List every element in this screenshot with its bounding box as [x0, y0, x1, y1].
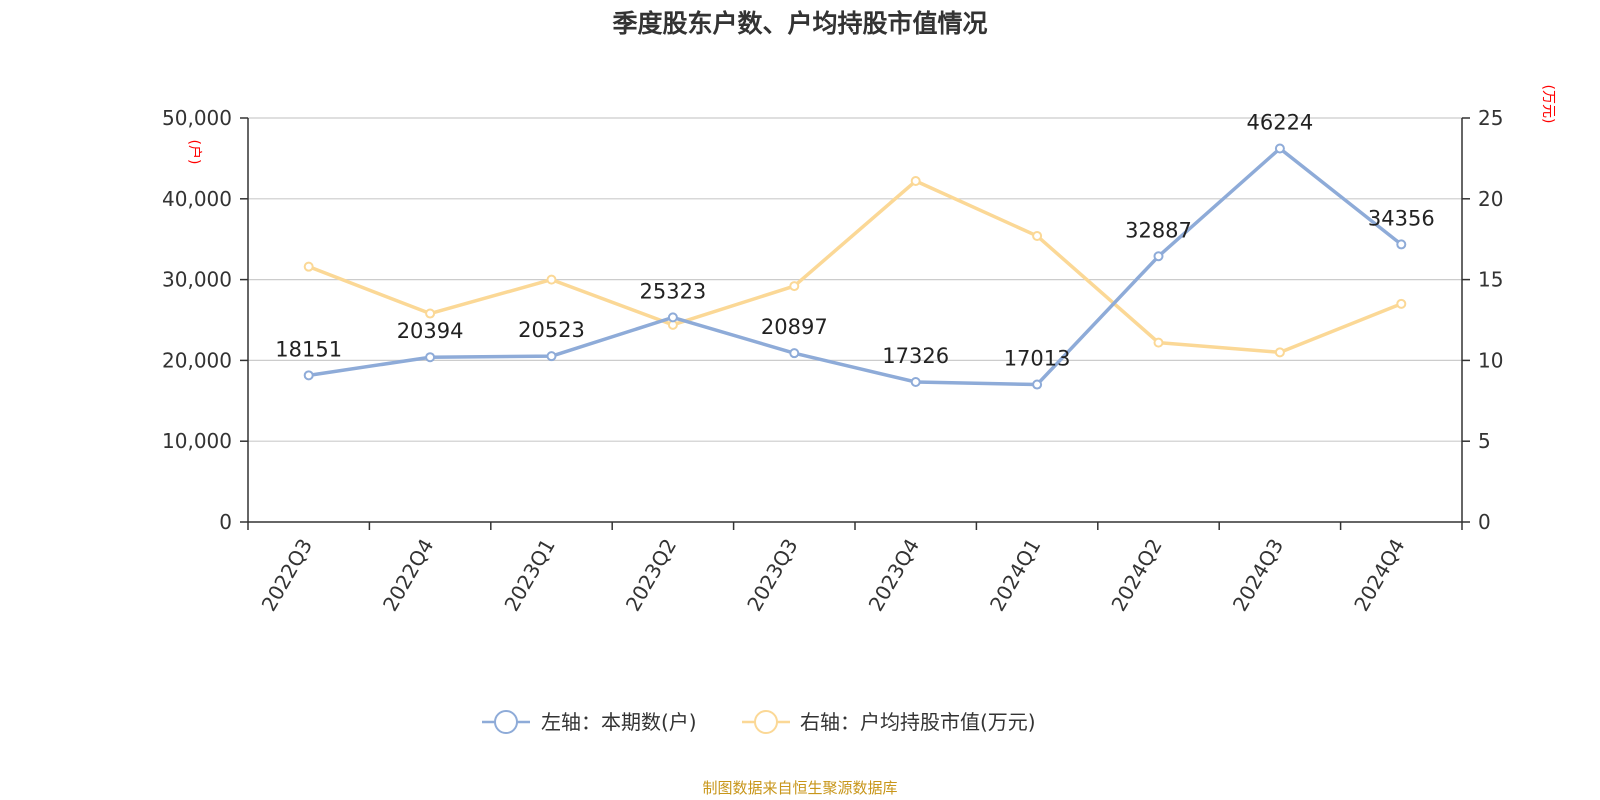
- right-axis-tick-label: 25: [1478, 106, 1503, 130]
- data-label: 18151: [275, 337, 342, 361]
- chart-title: 季度股东户数、户均持股市值情况: [612, 9, 987, 38]
- right-axis-tick-label: 10: [1478, 348, 1503, 372]
- data-point-left: [910, 377, 921, 388]
- legend-item-right[interactable]: 右轴：户均持股市值(万元): [742, 710, 1036, 734]
- legend-marker: [754, 710, 778, 734]
- data-point-right: [1274, 347, 1285, 358]
- x-axis-tick-label: 2023Q1: [499, 535, 559, 616]
- series-line-left: [306, 146, 1404, 387]
- data-point-left: [425, 352, 436, 363]
- x-axis-tick-label: 2023Q2: [621, 535, 681, 616]
- right-axis-unit: (万元): [1540, 85, 1556, 124]
- left-axis-tick-label: 50,000: [162, 106, 232, 130]
- data-point-right: [910, 176, 921, 187]
- legend-label: 右轴：户均持股市值(万元): [800, 710, 1036, 734]
- x-axis-tick-label: 2024Q2: [1106, 535, 1166, 616]
- data-labels: 18151 20394 20523 25323 20897 17326 17013 32887…: [275, 111, 1434, 371]
- data-point-left: [789, 348, 800, 359]
- data-point-right: [546, 274, 557, 285]
- left-axis-tick-label: 10,000: [162, 429, 232, 453]
- legend-item-left[interactable]: 左轴：本期数(户): [482, 710, 697, 734]
- data-point-left: [546, 351, 557, 362]
- series-line-right: [306, 179, 1404, 355]
- left-axis-tick-label: 30,000: [162, 268, 232, 292]
- axes: 010,00020,00030,00040,00050,000051015202…: [162, 85, 1556, 616]
- data-label: 25323: [639, 279, 706, 303]
- x-axis-tick-label: 2024Q4: [1349, 535, 1409, 616]
- left-axis-unit: (户): [186, 140, 203, 165]
- data-label: 46224: [1246, 111, 1313, 135]
- x-axis-tick-label: 2023Q4: [864, 535, 924, 616]
- right-axis-tick-label: 5: [1478, 429, 1491, 453]
- data-label: 20523: [518, 318, 585, 342]
- source-note: 制图数据来自恒生聚源数据库: [702, 779, 897, 797]
- x-axis-tick-label: 2024Q1: [985, 535, 1045, 616]
- data-label: 34356: [1368, 206, 1435, 230]
- data-label: 32887: [1125, 218, 1192, 242]
- data-point-right: [425, 308, 436, 319]
- legend[interactable]: 左轴：本期数(户) 右轴：户均持股市值(万元): [482, 710, 1036, 734]
- x-axis-tick-label: 2024Q3: [1228, 535, 1288, 616]
- right-axis-tick-label: 15: [1478, 268, 1503, 292]
- data-label: 17326: [882, 344, 949, 368]
- data-point-right: [1153, 337, 1164, 348]
- right-axis-tick-label: 20: [1478, 187, 1503, 211]
- data-point-left: [1396, 239, 1407, 250]
- data-point-left: [1274, 143, 1285, 154]
- gridlines: [248, 117, 1462, 442]
- x-axis-tick-label: 2023Q3: [742, 535, 802, 616]
- data-label: 17013: [1004, 347, 1071, 371]
- data-point-right: [303, 261, 314, 272]
- data-point-right: [789, 281, 800, 292]
- data-label: 20897: [761, 315, 828, 339]
- left-axis-tick-label: 20,000: [162, 348, 232, 372]
- legend-label: 左轴：本期数(户): [541, 710, 697, 734]
- x-axis-tick-label: 2022Q4: [378, 535, 438, 616]
- data-point-right: [1396, 298, 1407, 309]
- right-axis-tick-label: 0: [1478, 510, 1491, 534]
- left-axis-tick-label: 40,000: [162, 187, 232, 211]
- data-point-left: [303, 370, 314, 381]
- data-point-left: [1032, 379, 1043, 390]
- data-point-left: [667, 312, 678, 323]
- data-point-right: [1032, 230, 1043, 241]
- data-label: 20394: [397, 319, 464, 343]
- x-axis-tick-label: 2022Q3: [257, 535, 317, 616]
- legend-marker: [494, 710, 518, 734]
- data-point-left: [1153, 251, 1164, 262]
- left-axis-tick-label: 0: [219, 510, 232, 534]
- series-layer: [303, 143, 1407, 390]
